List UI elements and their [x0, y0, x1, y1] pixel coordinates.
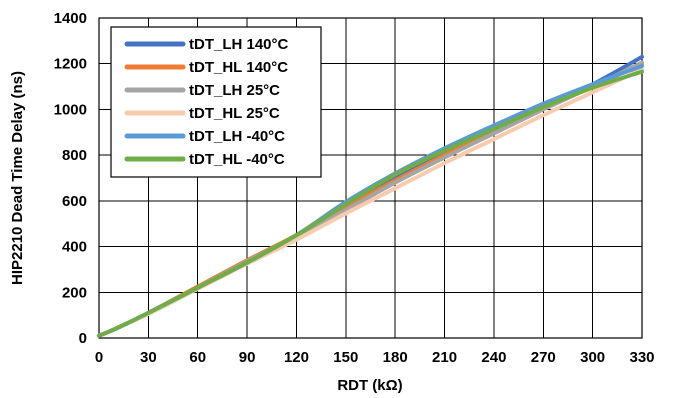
x-tick-label: 150 [333, 349, 358, 366]
x-tick-label: 180 [383, 349, 408, 366]
legend: tDT_LH 140°C tDT_HL 140°C tDT_LH 25°C tDT_H… [110, 26, 322, 178]
x-tick-label: 0 [95, 349, 103, 366]
plot-border [98, 17, 643, 339]
x-tick-label: 60 [189, 349, 206, 366]
y-tick-label: 200 [62, 284, 87, 301]
x-tick-label: 270 [531, 349, 556, 366]
x-tick-label: 90 [239, 349, 256, 366]
y-tick-label: 400 [62, 239, 87, 256]
x-axis-title: RDT (kΩ) [337, 377, 402, 394]
y-tick-label: 800 [62, 147, 87, 164]
x-tick-label: 30 [140, 349, 157, 366]
legend-label: tDT_LH 140°C [189, 36, 289, 53]
y-tick-label: 0 [79, 330, 87, 347]
y-axis-title: HIP2210 Dead Time Delay (ns) [9, 71, 26, 285]
tick-labels: 0 30 60 90 120 150 180 210 240 270 300 330 0 200 400 60… [54, 10, 655, 366]
y-tick-label: 1000 [54, 101, 87, 118]
series-lines [97, 54, 644, 338]
y-tick-label: 1400 [54, 10, 87, 27]
series-line-5 [97, 69, 644, 338]
legend-label: tDT_LH 25°C [189, 82, 280, 99]
y-tick-label: 600 [62, 193, 87, 210]
legend-label: tDT_LH -40°C [189, 128, 285, 145]
legend-label: tDT_HL 25°C [189, 105, 280, 122]
x-tick-label: 120 [284, 349, 309, 366]
x-tick-label: 240 [481, 349, 506, 366]
legend-label: tDT_HL -40°C [189, 151, 285, 168]
x-tick-label: 210 [432, 349, 457, 366]
legend-box [110, 26, 322, 178]
legend-label: tDT_HL 140°C [189, 59, 288, 76]
x-tick-label: 330 [629, 349, 654, 366]
x-tick-label: 300 [580, 349, 605, 366]
y-tick-label: 1200 [54, 56, 87, 73]
